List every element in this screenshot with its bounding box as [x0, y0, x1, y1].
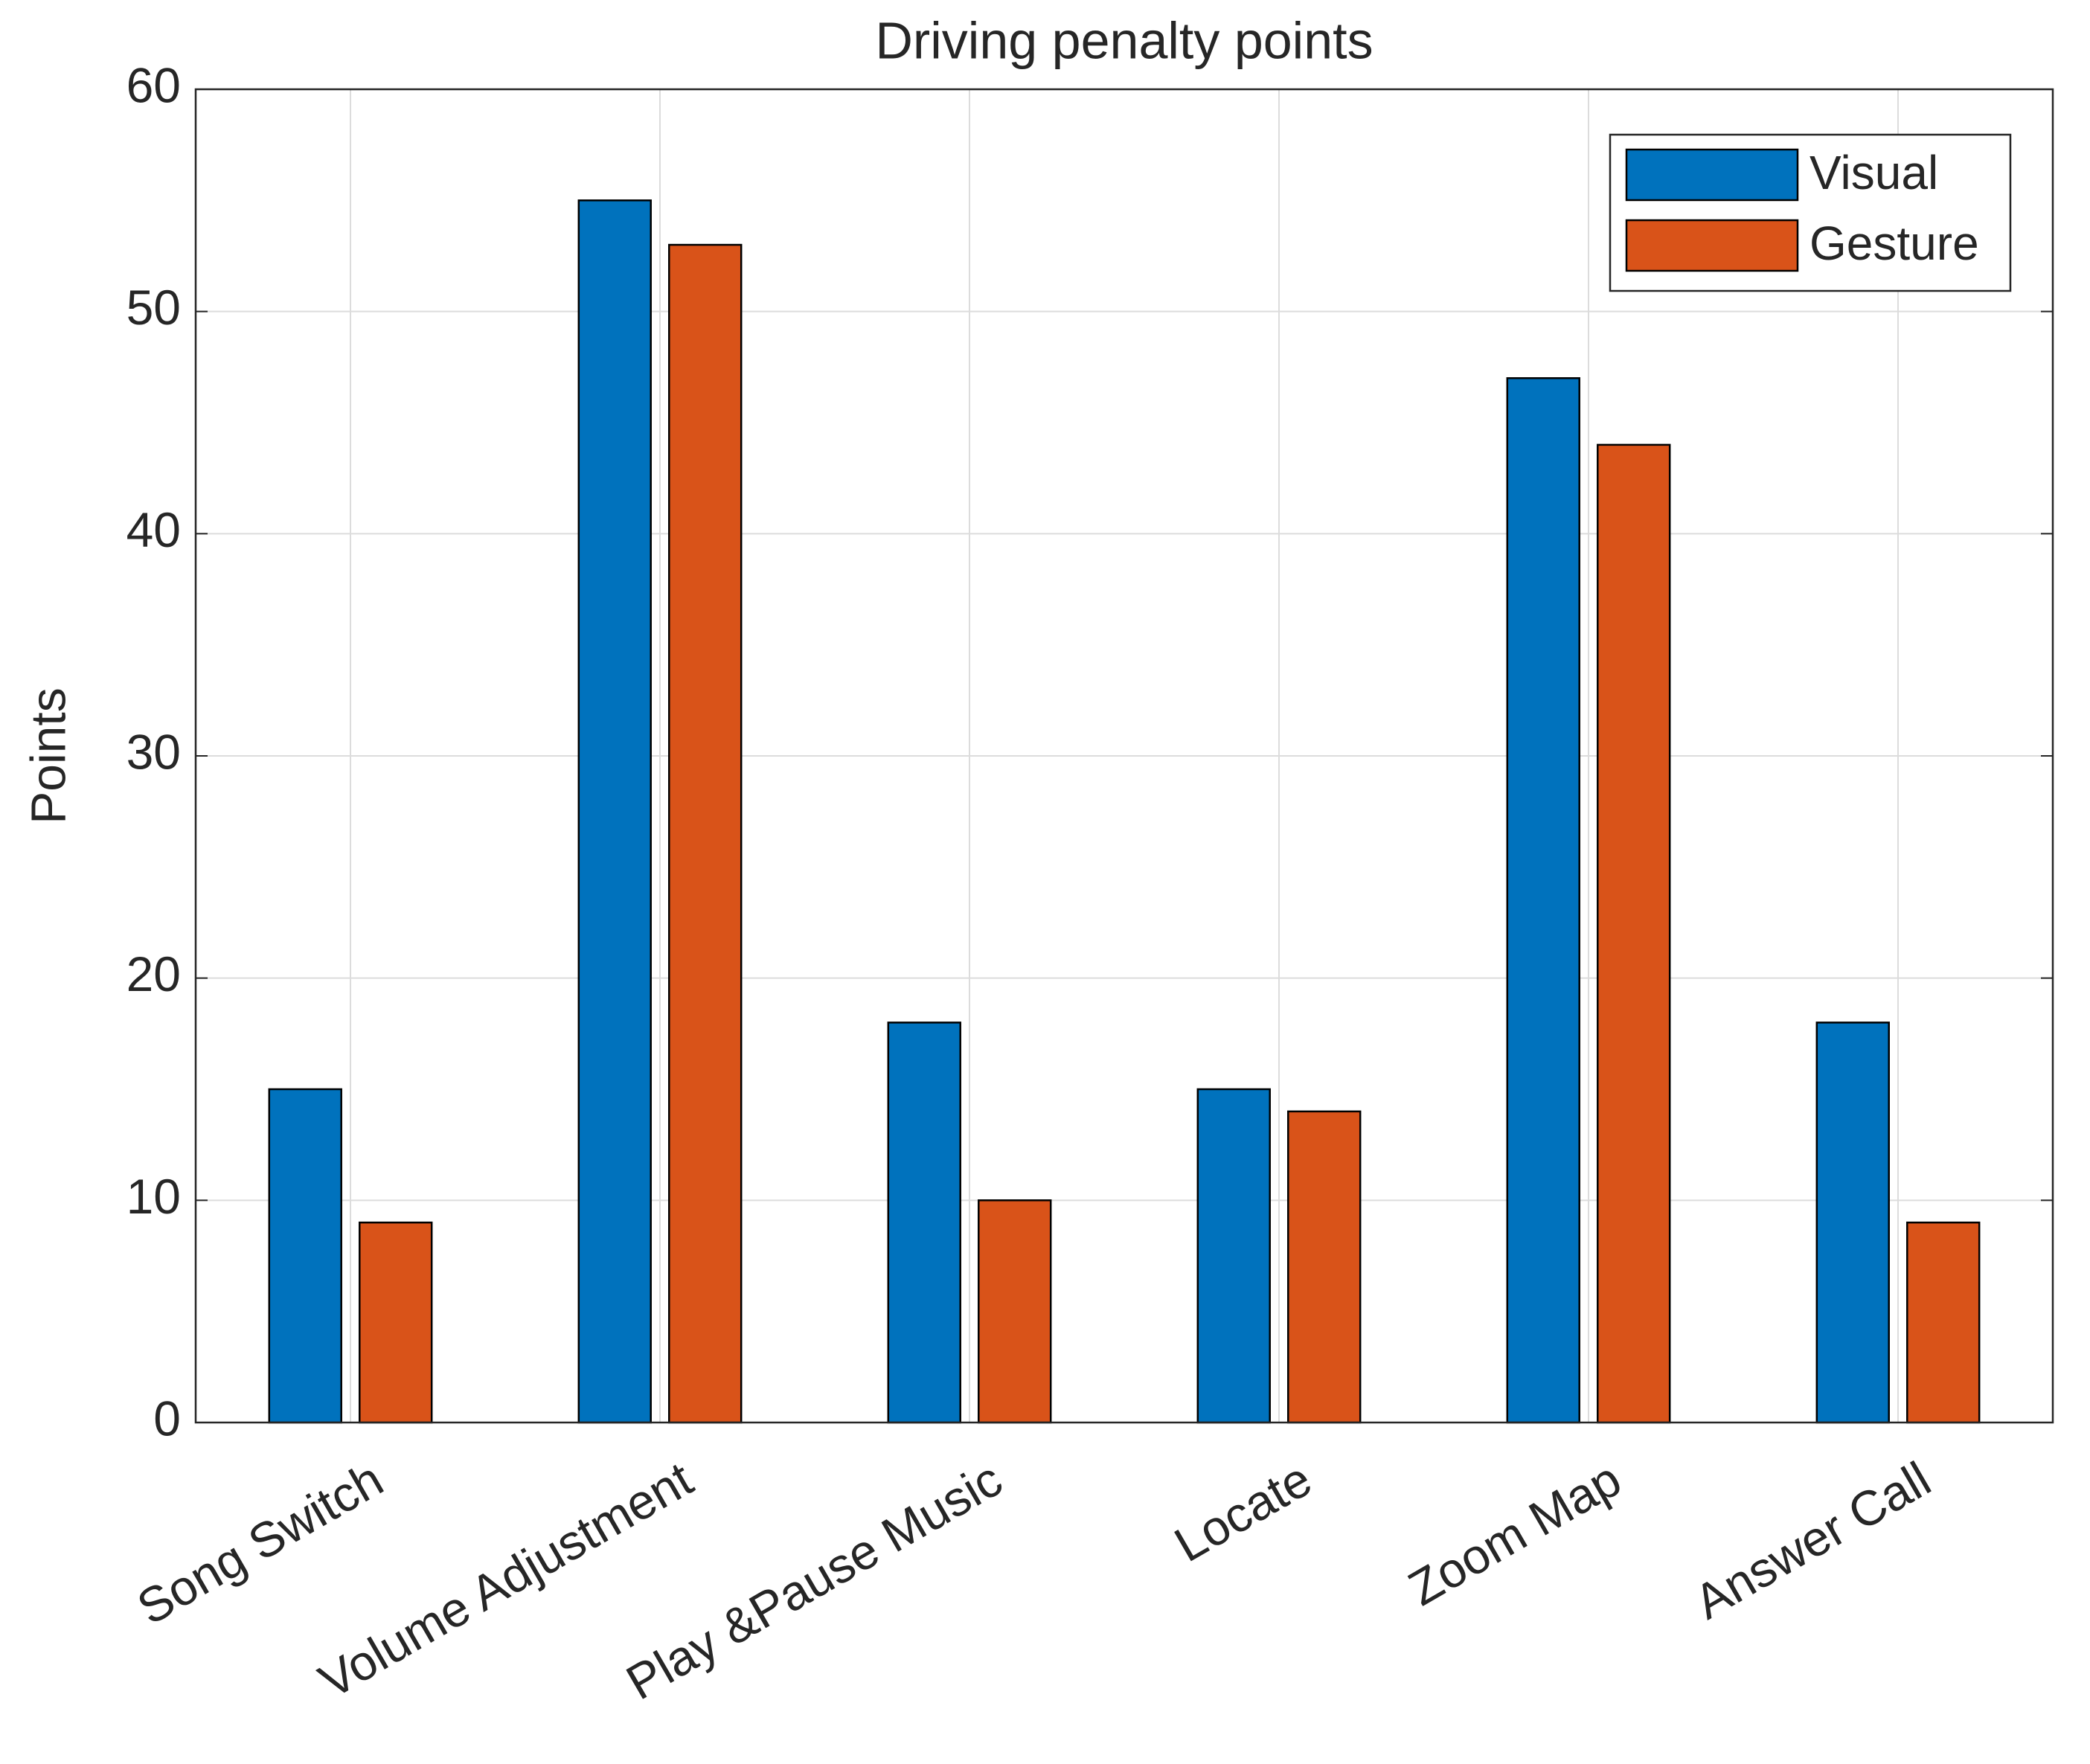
bar	[1287, 1110, 1362, 1424]
chart-title: Driving penalty points	[875, 11, 1373, 69]
bar	[1597, 443, 1671, 1424]
x-tick-label: Song Switch	[128, 1451, 392, 1635]
bar	[1906, 1221, 1981, 1424]
y-tick-label: 60	[126, 57, 181, 112]
x-tick-label: Zoom Map	[1400, 1451, 1630, 1616]
bar	[1196, 1088, 1271, 1424]
legend-swatch	[1625, 219, 1799, 272]
bar	[978, 1199, 1052, 1424]
y-tick-label: 40	[126, 502, 181, 557]
y-tick-label: 10	[126, 1169, 181, 1224]
y-tick-label: 30	[126, 724, 181, 779]
legend-label: Gesture	[1809, 217, 1979, 270]
bar	[1815, 1021, 1890, 1424]
y-axis-label: Points	[20, 687, 75, 824]
legend-swatch	[1625, 148, 1799, 202]
bar	[668, 243, 743, 1424]
bar	[577, 199, 652, 1424]
bar	[268, 1088, 342, 1424]
y-tick-label: 0	[153, 1391, 181, 1446]
bar	[887, 1021, 961, 1424]
y-tick-label: 50	[126, 280, 181, 335]
y-tick-label: 20	[126, 946, 181, 1001]
x-tick-label: Answer Call	[1685, 1451, 1940, 1629]
bar	[1506, 377, 1580, 1424]
axes-box	[194, 88, 2054, 1424]
bar	[359, 1221, 433, 1424]
x-tick-label: Locate	[1165, 1451, 1321, 1572]
legend-label: Visual	[1809, 146, 1938, 199]
